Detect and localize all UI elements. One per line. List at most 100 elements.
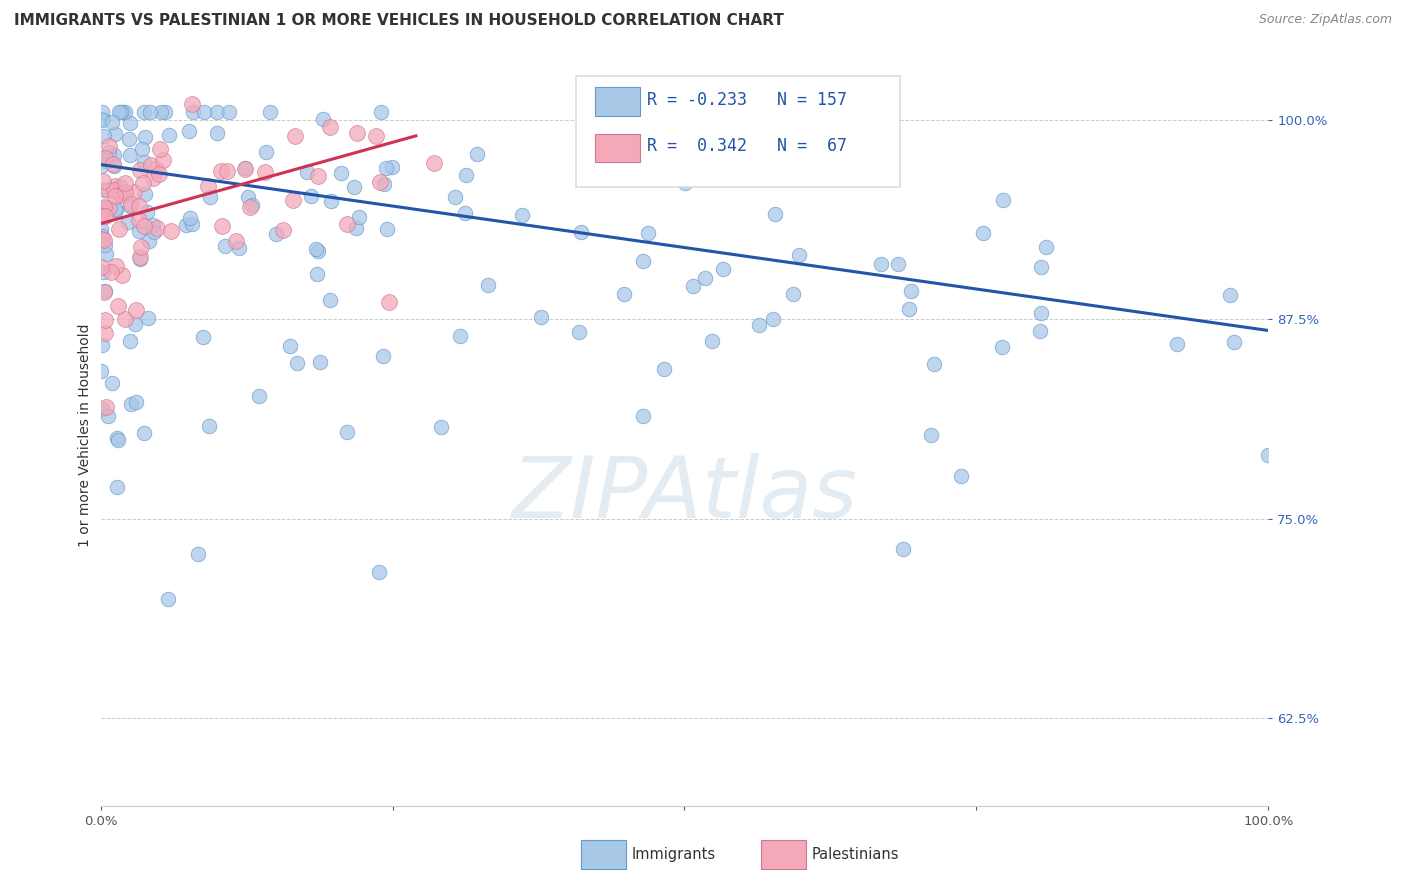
Point xyxy=(134,186,156,201)
Point xyxy=(228,241,250,255)
Point xyxy=(748,318,770,332)
Point xyxy=(94,313,117,327)
Point xyxy=(101,157,124,171)
Point xyxy=(595,104,617,119)
Point xyxy=(693,270,716,285)
Point xyxy=(105,480,128,494)
Point xyxy=(454,206,477,220)
Point xyxy=(128,224,150,238)
Point xyxy=(454,169,477,183)
Point xyxy=(893,542,915,557)
Point xyxy=(142,225,165,239)
Point xyxy=(1166,336,1188,351)
Point xyxy=(132,176,155,190)
Point xyxy=(240,198,263,212)
Point xyxy=(443,189,465,203)
Point xyxy=(342,180,364,194)
Point xyxy=(180,97,202,112)
Point xyxy=(285,356,308,370)
Point xyxy=(93,210,115,224)
Point xyxy=(297,165,319,179)
Point xyxy=(336,425,359,440)
Point xyxy=(141,158,163,172)
Point xyxy=(429,419,451,434)
Point xyxy=(375,161,398,175)
Point xyxy=(104,179,127,194)
Point xyxy=(1029,260,1052,274)
Point xyxy=(90,104,112,119)
Point xyxy=(181,104,204,119)
Point xyxy=(1035,240,1057,254)
Point xyxy=(120,397,142,411)
Point xyxy=(217,164,239,178)
Text: Source: ZipAtlas.com: Source: ZipAtlas.com xyxy=(1258,13,1392,27)
Point xyxy=(264,227,287,242)
Point xyxy=(132,104,155,119)
Point xyxy=(920,428,942,442)
Point xyxy=(114,312,136,326)
Y-axis label: 1 or more Vehicles in Household: 1 or more Vehicles in Household xyxy=(79,323,93,547)
Point xyxy=(673,176,696,190)
Point xyxy=(309,355,332,369)
Point xyxy=(93,112,115,127)
Point xyxy=(259,104,281,119)
Point xyxy=(197,178,219,193)
Point xyxy=(191,330,214,344)
Point xyxy=(214,239,236,253)
Point xyxy=(991,340,1014,354)
Point xyxy=(93,129,115,144)
Point xyxy=(104,127,127,141)
Point xyxy=(97,145,120,159)
Point xyxy=(1223,334,1246,349)
Point xyxy=(129,252,152,266)
Point xyxy=(128,199,150,213)
Point xyxy=(145,221,167,235)
Point xyxy=(94,154,117,169)
Point xyxy=(897,301,920,316)
Point xyxy=(253,165,276,179)
Point xyxy=(149,142,172,156)
Point xyxy=(972,227,994,241)
Point xyxy=(368,566,391,580)
Point xyxy=(465,147,488,161)
Point xyxy=(375,222,398,236)
Point xyxy=(145,161,167,176)
Point xyxy=(103,182,125,196)
Point xyxy=(218,104,240,119)
Point xyxy=(179,124,201,138)
Point xyxy=(108,186,131,201)
Point xyxy=(271,223,294,237)
Point xyxy=(682,278,704,293)
Point xyxy=(93,200,115,214)
Point xyxy=(869,257,891,271)
Point xyxy=(1257,448,1279,462)
Point xyxy=(114,185,136,199)
Point xyxy=(120,197,142,211)
Point xyxy=(368,175,391,189)
Point xyxy=(93,200,115,214)
Point xyxy=(108,179,131,194)
Point xyxy=(90,222,112,236)
Point xyxy=(97,409,120,424)
Point xyxy=(90,364,112,378)
Point xyxy=(91,228,114,243)
Point xyxy=(96,246,118,260)
Point xyxy=(370,104,392,119)
Point xyxy=(125,394,148,409)
Point xyxy=(100,265,122,279)
Point xyxy=(900,284,922,298)
Point xyxy=(138,234,160,248)
Point xyxy=(1029,324,1052,338)
Point xyxy=(193,104,215,119)
Point xyxy=(125,302,148,317)
Point xyxy=(346,126,368,140)
Point xyxy=(107,299,129,313)
Text: Immigrants: Immigrants xyxy=(631,847,716,862)
Point xyxy=(90,232,112,246)
Point xyxy=(104,259,127,273)
Point xyxy=(160,224,183,238)
Point xyxy=(114,176,136,190)
Point xyxy=(198,190,221,204)
Point xyxy=(150,104,173,119)
Point xyxy=(98,139,121,153)
